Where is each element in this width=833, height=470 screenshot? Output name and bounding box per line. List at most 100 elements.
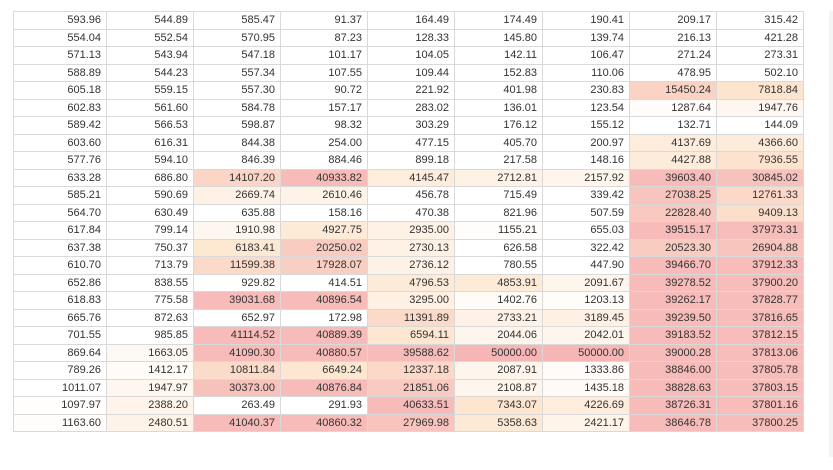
- table-cell[interactable]: 157.17: [280, 98, 368, 117]
- table-cell[interactable]: 846.39: [193, 151, 281, 170]
- table-cell[interactable]: 1097.97: [13, 396, 107, 415]
- table-cell[interactable]: 477.15: [367, 133, 455, 152]
- table-cell[interactable]: 665.76: [13, 308, 107, 327]
- table-cell[interactable]: 40633.51: [367, 396, 455, 415]
- table-cell[interactable]: 132.71: [629, 116, 717, 135]
- table-cell[interactable]: 1287.64: [629, 98, 717, 117]
- table-cell[interactable]: 590.69: [106, 186, 194, 205]
- table-cell[interactable]: 1910.98: [193, 221, 281, 240]
- table-cell[interactable]: 254.00: [280, 133, 368, 152]
- table-cell[interactable]: 588.89: [13, 63, 107, 82]
- table-cell[interactable]: 152.83: [454, 63, 543, 82]
- table-cell[interactable]: 598.87: [193, 116, 281, 135]
- table-cell[interactable]: 27969.98: [367, 413, 455, 432]
- table-cell[interactable]: 401.98: [454, 81, 543, 100]
- table-cell[interactable]: 605.18: [13, 81, 107, 100]
- table-cell[interactable]: 164.49: [367, 11, 455, 30]
- table-cell[interactable]: 142.11: [454, 46, 543, 65]
- table-cell[interactable]: 40889.39: [280, 326, 368, 345]
- table-cell[interactable]: 38646.78: [629, 413, 717, 432]
- table-cell[interactable]: 273.31: [716, 46, 804, 65]
- table-cell[interactable]: 109.44: [367, 63, 455, 82]
- table-cell[interactable]: 1412.17: [106, 361, 194, 380]
- table-cell[interactable]: 4796.53: [367, 273, 455, 292]
- table-cell[interactable]: 1203.13: [542, 291, 630, 310]
- table-cell[interactable]: 217.58: [454, 151, 543, 170]
- table-cell[interactable]: 26904.88: [716, 238, 804, 257]
- table-cell[interactable]: 616.31: [106, 133, 194, 152]
- table-cell[interactable]: 7818.84: [716, 81, 804, 100]
- table-cell[interactable]: 1011.07: [13, 378, 107, 397]
- table-cell[interactable]: 41090.30: [193, 343, 281, 362]
- table-cell[interactable]: 713.79: [106, 256, 194, 275]
- table-cell[interactable]: 3295.00: [367, 291, 455, 310]
- table-cell[interactable]: 40876.84: [280, 378, 368, 397]
- table-cell[interactable]: 2388.20: [106, 396, 194, 415]
- table-cell[interactable]: 91.37: [280, 11, 368, 30]
- table-cell[interactable]: 2087.91: [454, 361, 543, 380]
- table-cell[interactable]: 6649.24: [280, 361, 368, 380]
- table-cell[interactable]: 701.55: [13, 326, 107, 345]
- table-cell[interactable]: 30373.00: [193, 378, 281, 397]
- table-cell[interactable]: 39262.17: [629, 291, 717, 310]
- table-cell[interactable]: 1663.05: [106, 343, 194, 362]
- table-cell[interactable]: 775.58: [106, 291, 194, 310]
- table-cell[interactable]: 561.60: [106, 98, 194, 117]
- table-cell[interactable]: 593.96: [13, 11, 107, 30]
- table-cell[interactable]: 39603.40: [629, 168, 717, 187]
- table-cell[interactable]: 155.12: [542, 116, 630, 135]
- table-cell[interactable]: 507.59: [542, 203, 630, 222]
- table-cell[interactable]: 630.49: [106, 203, 194, 222]
- table-cell[interactable]: 110.06: [542, 63, 630, 82]
- table-cell[interactable]: 884.46: [280, 151, 368, 170]
- table-cell[interactable]: 50000.00: [454, 343, 543, 362]
- table-cell[interactable]: 2610.46: [280, 186, 368, 205]
- table-cell[interactable]: 37803.15: [716, 378, 804, 397]
- table-cell[interactable]: 4853.91: [454, 273, 543, 292]
- table-cell[interactable]: 39031.68: [193, 291, 281, 310]
- table-cell[interactable]: 2730.13: [367, 238, 455, 257]
- table-cell[interactable]: 584.78: [193, 98, 281, 117]
- table-cell[interactable]: 1435.18: [542, 378, 630, 397]
- table-cell[interactable]: 209.17: [629, 11, 717, 30]
- table-cell[interactable]: 303.29: [367, 116, 455, 135]
- table-cell[interactable]: 577.76: [13, 151, 107, 170]
- table-cell[interactable]: 872.63: [106, 308, 194, 327]
- table-cell[interactable]: 2736.12: [367, 256, 455, 275]
- table-cell[interactable]: 128.33: [367, 28, 455, 47]
- table-cell[interactable]: 715.49: [454, 186, 543, 205]
- table-cell[interactable]: 10811.84: [193, 361, 281, 380]
- table-cell[interactable]: 27038.25: [629, 186, 717, 205]
- table-cell[interactable]: 40860.32: [280, 413, 368, 432]
- table-cell[interactable]: 2091.67: [542, 273, 630, 292]
- table-cell[interactable]: 200.97: [542, 133, 630, 152]
- table-cell[interactable]: 176.12: [454, 116, 543, 135]
- table-cell[interactable]: 585.21: [13, 186, 107, 205]
- table-cell[interactable]: 652.86: [13, 273, 107, 292]
- table-cell[interactable]: 821.96: [454, 203, 543, 222]
- table-cell[interactable]: 1402.76: [454, 291, 543, 310]
- table-cell[interactable]: 148.16: [542, 151, 630, 170]
- table-cell[interactable]: 564.70: [13, 203, 107, 222]
- table-cell[interactable]: 39278.52: [629, 273, 717, 292]
- table-cell[interactable]: 158.16: [280, 203, 368, 222]
- table-cell[interactable]: 838.55: [106, 273, 194, 292]
- table-cell[interactable]: 1947.76: [716, 98, 804, 117]
- table-cell[interactable]: 37900.20: [716, 273, 804, 292]
- table-cell[interactable]: 4927.75: [280, 221, 368, 240]
- table-cell[interactable]: 566.53: [106, 116, 194, 135]
- table-cell[interactable]: 655.03: [542, 221, 630, 240]
- table-cell[interactable]: 1155.21: [454, 221, 543, 240]
- table-cell[interactable]: 799.14: [106, 221, 194, 240]
- table-cell[interactable]: 617.84: [13, 221, 107, 240]
- table-cell[interactable]: 4226.69: [542, 396, 630, 415]
- table-cell[interactable]: 602.83: [13, 98, 107, 117]
- table-cell[interactable]: 136.01: [454, 98, 543, 117]
- table-cell[interactable]: 929.82: [193, 273, 281, 292]
- table-cell[interactable]: 603.60: [13, 133, 107, 152]
- table-cell[interactable]: 263.49: [193, 396, 281, 415]
- table-cell[interactable]: 107.55: [280, 63, 368, 82]
- table-cell[interactable]: 39466.70: [629, 256, 717, 275]
- table-cell[interactable]: 20250.02: [280, 238, 368, 257]
- table-cell[interactable]: 570.95: [193, 28, 281, 47]
